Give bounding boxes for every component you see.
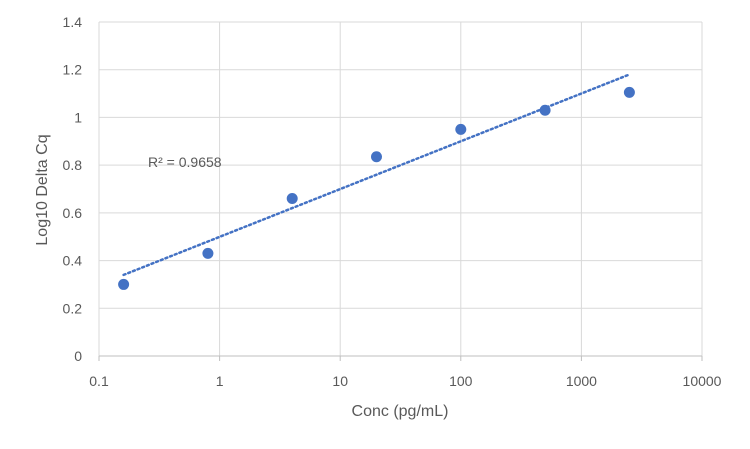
y-tick-label: 0.4 xyxy=(63,253,83,269)
y-axis-title: Log10 Delta Cq xyxy=(34,134,51,245)
y-tick-label: 1.4 xyxy=(63,14,83,30)
data-point xyxy=(371,151,383,163)
x-tick-label: 10 xyxy=(332,373,348,389)
data-point xyxy=(202,247,214,259)
y-tick-label: 1.2 xyxy=(63,62,83,78)
x-tick-label: 10000 xyxy=(683,373,722,389)
grid-lines xyxy=(98,21,703,356)
y-tick-label: 0.8 xyxy=(63,157,83,173)
data-point xyxy=(539,104,551,116)
data-point xyxy=(455,123,467,135)
data-point xyxy=(286,193,298,205)
tick-labels: 0 0.2 0.4 0.6 0.8 1 1.2 1.4 0.1 1 10 100 1000 10000 xyxy=(63,14,722,389)
x-tick-label: 100 xyxy=(449,373,473,389)
x-tick-label: 0.1 xyxy=(89,373,109,389)
x-tick-label: 1000 xyxy=(566,373,597,389)
r-squared-annotation: R² = 0.9658 xyxy=(148,154,222,170)
data-point xyxy=(623,86,635,98)
y-tick-label: 0.2 xyxy=(63,300,83,316)
trendline-group xyxy=(122,73,631,277)
x-tick-label: 1 xyxy=(216,373,224,389)
x-axis-title: Conc (pg/mL) xyxy=(352,403,449,420)
axes xyxy=(98,355,703,361)
y-tick-label: 0 xyxy=(74,348,82,364)
y-tick-label: 1 xyxy=(74,109,82,125)
trendline xyxy=(122,73,631,277)
data-points xyxy=(118,86,635,290)
y-tick-label: 0.6 xyxy=(63,205,83,221)
data-point xyxy=(118,278,130,290)
